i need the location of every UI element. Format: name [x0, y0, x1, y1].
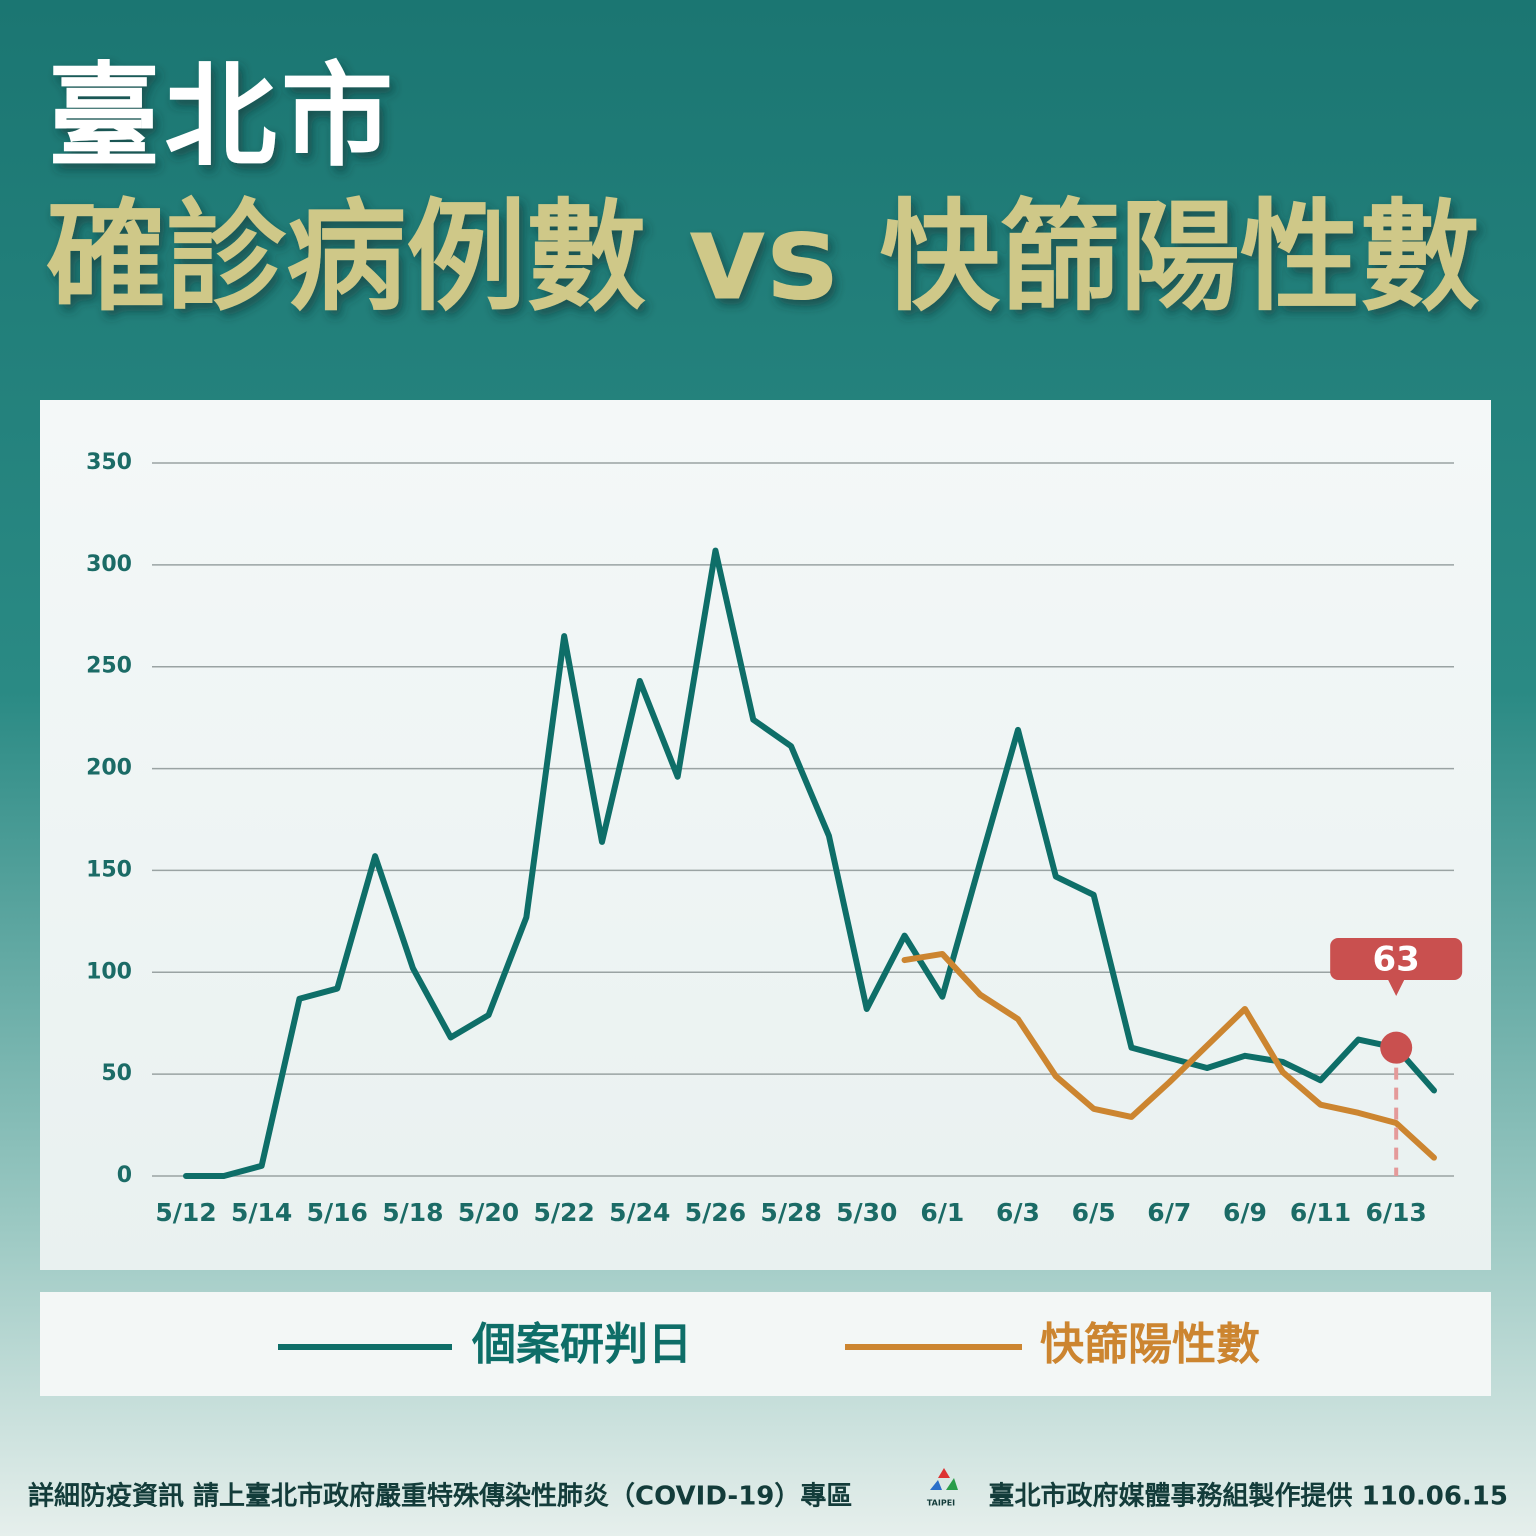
x-tick-label: 6/13: [1366, 1198, 1427, 1227]
x-tick-label: 5/14: [231, 1198, 292, 1227]
x-tick-label: 6/1: [920, 1198, 964, 1227]
series-line: [183, 547, 1437, 1179]
title: 臺北市: [48, 52, 393, 182]
logo: TAIPEI: [927, 1468, 958, 1508]
callout-label: 63: [1373, 940, 1420, 980]
y-tick-label: 150: [86, 857, 132, 882]
legend-panel: [40, 1292, 1491, 1396]
x-tick-label: 5/18: [382, 1198, 443, 1227]
subtitle: 確診病例數 vs 快篩陽性數: [46, 189, 1480, 328]
x-tick-label: 5/16: [307, 1198, 368, 1227]
footer-right: 臺北市政府媒體事務組製作提供 110.06.15: [989, 1481, 1508, 1512]
x-tick-label: 6/11: [1290, 1198, 1351, 1227]
x-tick-label: 5/24: [609, 1198, 670, 1227]
x-tick-label: 5/22: [534, 1198, 595, 1227]
highlight-point: [1380, 1031, 1413, 1064]
x-tick-label: 5/30: [836, 1198, 897, 1227]
x-tick-label: 6/9: [1223, 1198, 1267, 1227]
series-line: [901, 950, 1437, 1161]
legend-label: 個案研判日: [471, 1319, 692, 1370]
x-tick-label: 5/26: [685, 1198, 746, 1227]
legend-label: 快篩陽性數: [1040, 1319, 1260, 1370]
y-tick-label: 300: [86, 552, 132, 577]
y-tick-label: 250: [86, 654, 132, 679]
x-tick-label: 6/3: [996, 1198, 1040, 1227]
x-tick-label: 5/28: [760, 1198, 821, 1227]
y-tick-label: 0: [117, 1163, 132, 1188]
chart-panel: [40, 400, 1491, 1270]
logo-text: TAIPEI: [927, 1499, 955, 1508]
plot: 0 50 100 150 200 250 300 350 5/12 5/14 5/16 5/18 5/2…: [86, 450, 1463, 1370]
x-tick-label: 5/12: [155, 1198, 216, 1227]
y-tick-label: 50: [101, 1061, 132, 1086]
y-tick-label: 200: [86, 756, 132, 781]
callout: [1330, 938, 1463, 996]
y-tick-label: 100: [86, 959, 132, 984]
footer-left: 詳細防疫資訊 請上臺北市政府嚴重特殊傳染性肺炎（COVID-19）專區: [28, 1481, 852, 1512]
x-tick-label: 6/5: [1072, 1198, 1116, 1227]
y-tick-label: 350: [86, 450, 132, 475]
x-tick-label: 5/20: [458, 1198, 519, 1227]
x-tick-label: 6/7: [1147, 1198, 1191, 1227]
